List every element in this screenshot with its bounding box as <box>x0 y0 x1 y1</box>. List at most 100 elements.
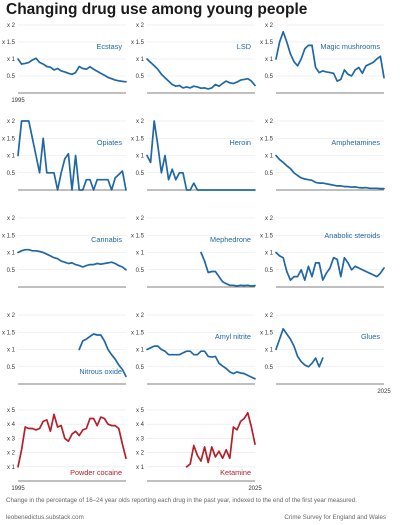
panel-title: Anabolic steroids <box>324 231 380 240</box>
panel-title: LSD <box>237 42 251 51</box>
series-line <box>275 327 324 368</box>
y-tick-label: x 1 <box>136 348 145 354</box>
y-tick-label: x 1.5 <box>131 233 145 239</box>
y-tick-label: x 2 <box>265 313 274 319</box>
series-line <box>185 411 256 468</box>
y-tick-label: x 1 <box>7 154 16 160</box>
chart-panel: x 1 x 1.5 x 2 0.5 Opiates <box>2 119 127 191</box>
chart-panel: x 1 x 1.5 x 2 0.5 Nitrous oxide <box>2 313 127 385</box>
y-tick-label: 0.5 <box>136 171 145 177</box>
y-tick-label: x 2 <box>7 119 16 125</box>
chart-panel: x 1 x 1.5 x 2 0.5 Magic mushrooms <box>260 23 385 94</box>
panel-title: Opiates <box>97 138 122 147</box>
panel-title: Glues <box>361 332 380 341</box>
chart-panel: x 1 x 1.5 x 2 0.5 Mephedrone <box>131 216 256 288</box>
y-tick-label: x 1 <box>136 465 145 471</box>
chart-panel: x 1 x 2 x 3 x 4 x 5 2025 Ketamine <box>136 408 262 492</box>
y-tick-label: x 1 <box>136 251 145 257</box>
y-tick-label: x 1 <box>7 57 16 63</box>
y-tick-label: x 1 <box>265 348 274 354</box>
panel-title: Cannabis <box>91 235 122 244</box>
series-line <box>275 251 385 281</box>
panel-title: Amphetamines <box>331 138 380 147</box>
y-tick-label: x 4 <box>136 422 145 428</box>
y-tick-label: x 1 <box>7 465 16 471</box>
chart-panel: x 1 x 1.5 x 2 0.5 Amphetamines <box>260 119 385 191</box>
series-line <box>146 120 256 191</box>
y-tick-label: x 1.5 <box>260 136 274 142</box>
y-tick-label: x 2 <box>7 216 16 222</box>
y-tick-label: 0.5 <box>7 268 16 274</box>
y-tick-label: x 2 <box>136 119 145 125</box>
y-tick-label: x 2 <box>265 119 274 125</box>
y-tick-label: 0.5 <box>136 365 145 371</box>
series-line <box>200 251 256 287</box>
y-tick-label: x 1.5 <box>2 40 16 46</box>
chart-panel: x 1 x 2 x 3 x 4 x 5 1995 Powder cocaine <box>7 408 127 492</box>
x-tick-label: 2025 <box>248 486 262 492</box>
series-line <box>146 58 256 90</box>
x-tick-label: 1995 <box>11 98 25 104</box>
y-tick-label: x 1.5 <box>131 136 145 142</box>
y-tick-label: x 1 <box>7 251 16 257</box>
series-line <box>275 30 385 82</box>
series-line <box>17 248 127 271</box>
data-source: Crime Survey for England and Wales <box>284 514 386 521</box>
y-tick-label: x 2 <box>265 23 274 29</box>
y-tick-label: 0.5 <box>265 365 274 371</box>
y-tick-label: x 2 <box>7 23 16 29</box>
panel-title: Nitrous oxide <box>79 367 122 376</box>
y-tick-label: x 2 <box>136 23 145 29</box>
source-credit: leobenedictus.substack.com <box>6 514 84 521</box>
series-line <box>78 333 127 378</box>
footnote: Change in the percentage of 16–24 year o… <box>6 497 357 504</box>
y-tick-label: 0.5 <box>7 365 16 371</box>
y-tick-label: x 2 <box>7 313 16 319</box>
y-tick-label: 0.5 <box>136 268 145 274</box>
page-title: Changing drug use among young people <box>6 1 308 18</box>
y-tick-label: 0.5 <box>7 171 16 177</box>
panel-title: Magic mushrooms <box>320 42 380 51</box>
panel-title: Heroin <box>230 138 252 147</box>
y-tick-label: x 1 <box>7 348 16 354</box>
y-tick-label: x 1.5 <box>260 330 274 336</box>
chart-panel: x 1 x 1.5 x 2 0.5 Heroin <box>131 119 256 191</box>
y-tick-label: x 3 <box>7 436 16 442</box>
y-tick-label: x 1.5 <box>131 330 145 336</box>
chart-panel: x 1 x 1.5 x 2 0.5 Cannabis <box>2 216 127 288</box>
y-tick-label: x 2 <box>136 313 145 319</box>
x-tick-label: 2025 <box>377 389 391 395</box>
y-tick-label: x 1 <box>265 251 274 257</box>
panel-title: Amyl nitrite <box>215 332 251 341</box>
y-tick-label: x 5 <box>136 408 145 414</box>
chart-panel: x 1 x 1.5 x 2 0.5 Amyl nitrite <box>131 313 256 385</box>
y-tick-label: 0.5 <box>265 74 274 80</box>
y-tick-label: x 4 <box>7 422 16 428</box>
y-tick-label: x 1 <box>265 154 274 160</box>
y-tick-label: 0.5 <box>265 268 274 274</box>
y-tick-label: x 2 <box>136 451 145 457</box>
y-tick-label: 0.5 <box>136 74 145 80</box>
y-tick-label: x 2 <box>7 451 16 457</box>
y-tick-label: x 1 <box>136 154 145 160</box>
panel-title: Mephedrone <box>210 235 251 244</box>
series-line <box>17 413 127 468</box>
chart-panel: x 1 x 1.5 x 2 0.5 LSD <box>131 23 256 94</box>
series-line <box>17 57 127 83</box>
chart-panel: x 1 x 1.5 x 2 0.5 1995 Ecstasy <box>2 23 127 104</box>
y-tick-label: x 2 <box>136 216 145 222</box>
y-tick-label: x 3 <box>136 436 145 442</box>
panel-title: Ketamine <box>220 468 251 477</box>
series-line <box>17 120 127 191</box>
y-tick-label: x 1.5 <box>2 233 16 239</box>
y-tick-label: x 1.5 <box>260 40 274 46</box>
y-tick-label: x 5 <box>7 408 16 414</box>
y-tick-label: x 1.5 <box>260 233 274 239</box>
panel-title: Ecstasy <box>96 42 122 51</box>
y-tick-label: x 2 <box>265 216 274 222</box>
x-tick-label: 1995 <box>11 486 25 492</box>
y-tick-label: x 1.5 <box>131 40 145 46</box>
panel-title: Powder cocaine <box>70 468 122 477</box>
series-line <box>146 345 256 380</box>
